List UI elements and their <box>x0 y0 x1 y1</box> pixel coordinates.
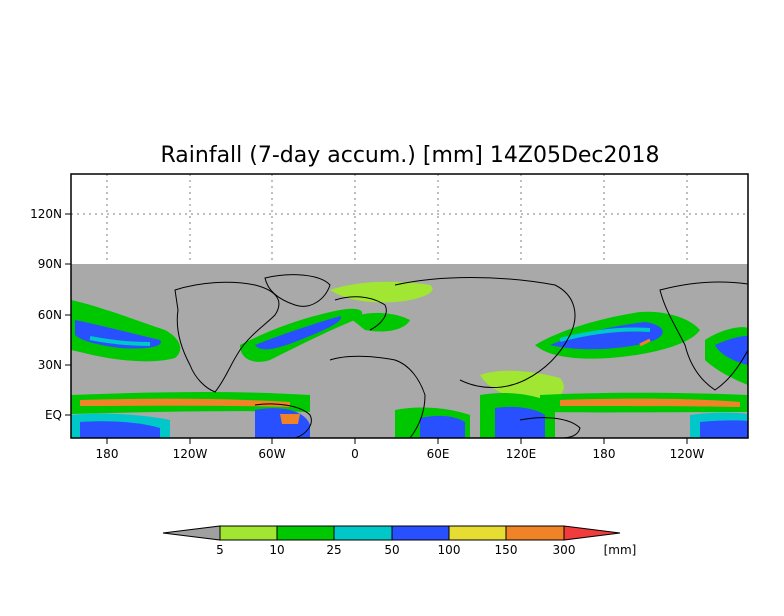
colorbar-above-triangle <box>563 525 621 541</box>
y-axis-labels: 120N 90N 60N 30N EQ <box>30 207 62 422</box>
itcz-band-core <box>80 398 290 407</box>
y-label-120n: 120N <box>30 207 62 221</box>
gridlines <box>71 174 748 264</box>
colorbar-bin-100-150 <box>448 525 507 541</box>
x-label-60e: 60E <box>427 447 450 461</box>
precip-atlantic-core <box>255 316 341 350</box>
colorbar-bin-150-300 <box>505 525 565 541</box>
x-label-60w: 60W <box>258 447 285 461</box>
x-label-120w-left: 120W <box>173 447 208 461</box>
colorbar-label-25: 25 <box>326 543 341 557</box>
precip-tropics-left-core <box>80 421 160 438</box>
precip-tropics-right-core <box>700 420 748 438</box>
precip-pacific-west-cyan <box>89 336 151 346</box>
colorbar-below-triangle <box>162 525 221 541</box>
coastline-north-america-west <box>174 281 280 393</box>
colorbar-label-10: 10 <box>269 543 284 557</box>
coastline-north-america-east <box>659 281 749 391</box>
coastline-europe <box>334 296 387 331</box>
y-label-60n: 60N <box>38 308 62 322</box>
x-label-180-right: 180 <box>593 447 616 461</box>
colorbar-bin-50-100 <box>391 525 450 541</box>
colorbar-label-50: 50 <box>384 543 399 557</box>
x-label-0: 0 <box>351 447 359 461</box>
x-axis-labels: 180 120W 60W 0 60E 120E 180 120W <box>96 447 705 461</box>
precip-field <box>71 281 748 438</box>
precip-europe <box>350 312 410 332</box>
colorbar-bin-25-50 <box>333 525 393 541</box>
colorbar-label-5: 5 <box>216 543 224 557</box>
precip-arctic <box>330 281 433 303</box>
precip-maritime-core <box>495 406 545 438</box>
precip-wpac <box>480 370 564 400</box>
x-label-180-left: 180 <box>96 447 119 461</box>
colorbar-bin-10-25 <box>276 525 335 541</box>
x-label-120e: 120E <box>506 447 537 461</box>
x-axis-ticks <box>106 438 688 444</box>
coastline-south-america <box>254 403 312 439</box>
map-title: Rainfall (7-day accum.) [mm] 14Z05Dec201… <box>160 143 659 168</box>
colorbar <box>162 525 621 541</box>
itcz-band-right-core <box>560 398 740 407</box>
coastline-asia <box>394 277 576 388</box>
y-label-eq: EQ <box>45 408 62 422</box>
precip-pacific-east-orange <box>639 338 651 347</box>
y-label-30n: 30N <box>38 358 62 372</box>
colorbar-labels: 5 10 25 50 100 150 300 [mm] <box>216 543 636 557</box>
colorbar-label-100: 100 <box>438 543 461 557</box>
map-frame <box>70 173 749 439</box>
precip-pacific-west-core <box>75 320 161 349</box>
coastline-africa <box>329 355 426 439</box>
colorbar-unit: [mm] <box>604 543 637 557</box>
colorbar-label-300: 300 <box>553 543 576 557</box>
precip-africa-core <box>420 415 465 438</box>
precip-na-east-right-core <box>715 335 748 365</box>
colorbar-label-150: 150 <box>495 543 518 557</box>
y-label-90n: 90N <box>38 257 62 271</box>
coastline-greenland <box>264 274 331 307</box>
y-axis-ticks <box>65 213 71 416</box>
precip-south-america-orange <box>280 414 300 424</box>
x-label-120w-right: 120W <box>670 447 705 461</box>
coastlines <box>174 274 749 439</box>
colorbar-bin-5-10 <box>219 525 278 541</box>
